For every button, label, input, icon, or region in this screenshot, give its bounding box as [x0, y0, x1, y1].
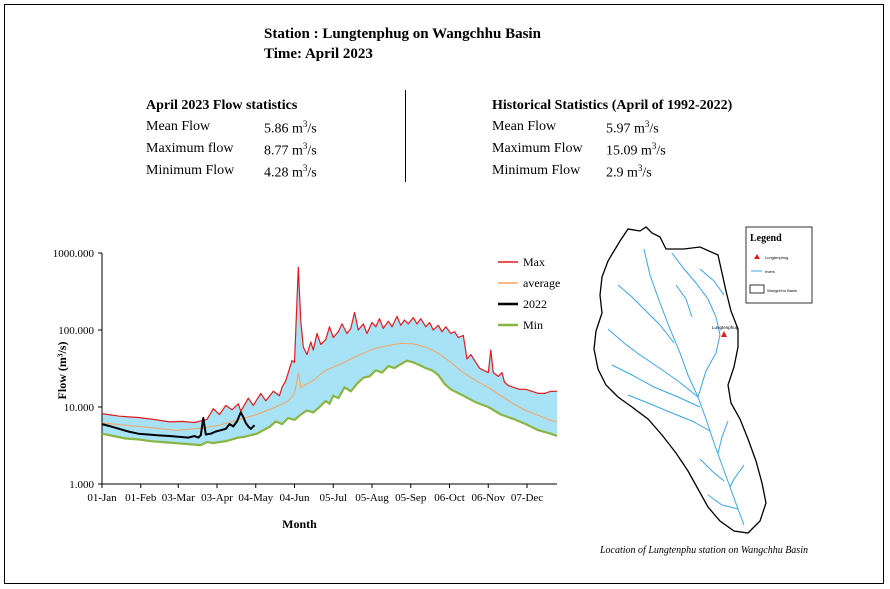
river-tributary — [671, 252, 721, 398]
stat-value: 8.77 m3/s — [264, 141, 317, 159]
stat-label: Mean Flow — [492, 119, 557, 134]
legend-label-rivers: rivers — [765, 269, 775, 274]
x-tick-label: 05-Jul — [320, 492, 348, 504]
stat-value: 5.97 m3/s — [606, 119, 659, 137]
river-tributary — [707, 494, 739, 510]
x-tick-label: 01-Feb — [125, 492, 157, 504]
station-label: Lungtenphug — [712, 325, 739, 330]
stat-label: Minimum Flow — [492, 163, 581, 178]
series-line-2022 — [101, 411, 256, 439]
series-line-min — [101, 359, 558, 447]
basin-map: Lungtenphug Legend Lungtenphug rivers Wa… — [588, 225, 828, 535]
legend-label: 2022 — [523, 297, 547, 311]
river-tributary — [717, 420, 729, 454]
series-line-max — [101, 266, 557, 424]
river-tributary — [627, 394, 711, 432]
river-tributary — [617, 284, 675, 344]
x-tick-label: 03-Apr — [201, 492, 233, 504]
current-stat-mean: Mean Flow 5.86 m3/s — [146, 119, 317, 141]
x-tick-label: 06-Oct — [434, 492, 465, 504]
stats-divider — [405, 90, 406, 182]
stat-label: Minimum Flow — [146, 163, 235, 178]
historical-stat-mean: Mean Flow 5.97 m3/s — [492, 119, 732, 141]
map-legend-title: Legend — [750, 233, 782, 244]
stat-value: 5.86 m3/s — [264, 119, 317, 137]
historical-stats-block: Historical Statistics (April of 1992-202… — [492, 98, 732, 185]
x-tick-label: 05-Aug — [355, 492, 389, 504]
x-tick-label: 04-May — [238, 492, 273, 504]
historical-stat-max: Maximum Flow 15.09 m3/s — [492, 141, 732, 163]
river-tributary — [611, 364, 701, 408]
flow-chart: 1.000 10.000 100.000 1000.000 01-Jan 01-Feb 03… — [53, 248, 561, 531]
stat-label: Mean Flow — [146, 119, 211, 134]
max-min-band — [102, 267, 557, 446]
stat-label: Maximum Flow — [492, 141, 583, 156]
y-tick-label: 1000.000 — [53, 248, 95, 260]
x-tick-label: 06-Nov — [471, 492, 505, 504]
river-tributary — [675, 284, 693, 318]
current-stat-min: Minimum Flow 4.28 m3/s — [146, 163, 317, 185]
stat-value: 4.28 m3/s — [264, 163, 317, 181]
legend-label: Min — [523, 318, 543, 332]
series-line-average — [101, 342, 558, 431]
stat-value: 2.9 m3/s — [606, 163, 652, 181]
basin-map-svg: Lungtenphug Legend Lungtenphug rivers Wa… — [593, 226, 813, 534]
x-axis-title: Month — [282, 517, 317, 531]
y-tick-label: 1.000 — [69, 479, 94, 491]
y-tick-label: 100.000 — [58, 325, 94, 337]
historical-stat-min: Minimum Flow 2.9 m3/s — [492, 163, 732, 185]
y-axis-title: Flow (m³/s) — [55, 342, 69, 400]
report-title: Station : Lungtenphug on Wangchhu Basin … — [264, 24, 541, 64]
legend-label-station: Lungtenphug — [765, 255, 788, 260]
river-tributary — [729, 464, 745, 488]
river-tributary — [699, 268, 725, 296]
legend-label: average — [523, 276, 560, 290]
current-stats-heading: April 2023 Flow statistics — [146, 98, 298, 113]
current-stat-max: Maximum flow 8.77 m3/s — [146, 141, 317, 163]
legend-basin-icon — [749, 284, 765, 294]
station-marker — [721, 331, 727, 337]
x-tick-label: 01-Jan — [87, 492, 117, 504]
report-frame — [4, 4, 884, 584]
station-title: Station : Lungtenphug on Wangchhu Basin — [264, 26, 541, 42]
river-tributary — [607, 328, 699, 398]
current-stats-block: April 2023 Flow statistics Mean Flow 5.8… — [146, 98, 317, 185]
legend-station-icon — [754, 254, 760, 259]
x-tick-label: 05-Sep — [395, 492, 427, 504]
legend-label-basin: Wangchhu Basin — [767, 288, 797, 293]
basin-boundary — [593, 226, 767, 534]
y-tick-label: 10.000 — [64, 402, 95, 414]
x-tick-label: 04-Jun — [280, 492, 310, 504]
historical-stats-heading: Historical Statistics (April of 1992-202… — [492, 98, 733, 113]
x-tick-label: 07-Dec — [511, 492, 543, 504]
river-tributary — [699, 458, 725, 482]
time-title: Time: April 2023 — [264, 46, 373, 62]
legend-label: Max — [523, 255, 545, 269]
x-tick-label: 03-Mar — [162, 492, 195, 504]
stat-label: Maximum flow — [146, 141, 234, 156]
stat-value: 15.09 m3/s — [606, 141, 666, 159]
map-caption: Location of Lungtenphu station on Wangch… — [600, 545, 808, 556]
